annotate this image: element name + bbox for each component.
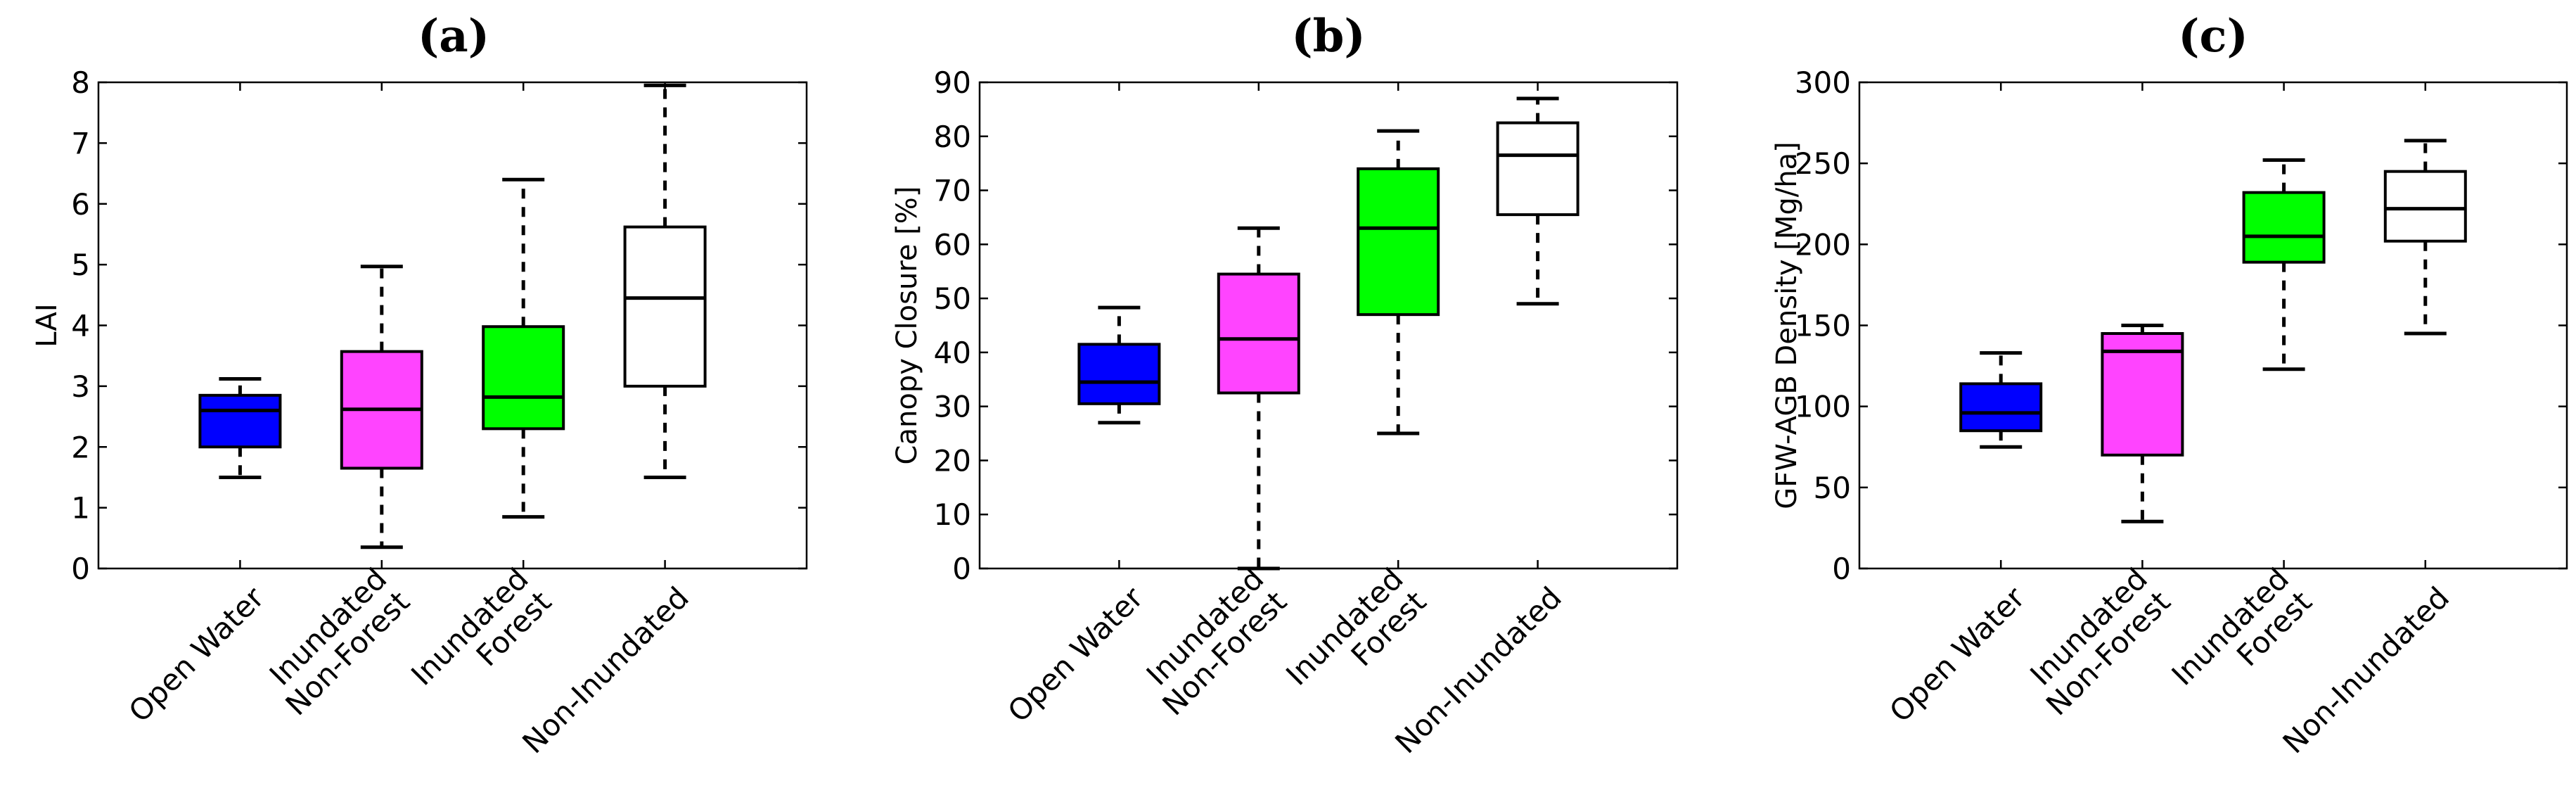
y-tick-label: 50 bbox=[1814, 471, 1851, 505]
y-tick-label: 200 bbox=[1795, 227, 1851, 262]
y-axis-label: LAI bbox=[31, 303, 63, 347]
plot-frame bbox=[978, 81, 1679, 570]
box-open-water bbox=[1077, 305, 1161, 425]
box-non-inundated bbox=[2383, 139, 2467, 336]
x-tick-label: InundatedNon-Forest bbox=[256, 561, 416, 722]
box-inundated-forest bbox=[482, 177, 565, 519]
box-inundated-forest bbox=[1357, 129, 1440, 436]
iqr-box bbox=[482, 325, 565, 431]
box-open-water bbox=[198, 377, 282, 479]
panel-title: (a) bbox=[418, 10, 489, 63]
box-open-water bbox=[1959, 351, 2043, 449]
y-tick-label: 0 bbox=[71, 552, 90, 586]
box-inundated-non-forest bbox=[340, 265, 423, 549]
iqr-box bbox=[1077, 343, 1161, 405]
y-tick-label: 7 bbox=[71, 126, 90, 160]
y-tick-label: 90 bbox=[934, 65, 971, 100]
box-non-inundated bbox=[1496, 96, 1579, 306]
y-tick-label: 60 bbox=[934, 227, 971, 262]
y-tick-label: 20 bbox=[934, 443, 971, 478]
y-tick-label: 5 bbox=[71, 248, 90, 282]
iqr-box bbox=[1959, 382, 2043, 433]
y-axis-label: GFW-AGB Density [Mg/ha] bbox=[1771, 141, 1803, 509]
y-tick-label: 10 bbox=[934, 497, 971, 532]
plot-frame bbox=[1858, 81, 2568, 570]
box-inundated-forest bbox=[2242, 158, 2326, 371]
y-tick-label: 150 bbox=[1795, 309, 1851, 343]
y-tick-label: 50 bbox=[934, 281, 971, 316]
iqr-box bbox=[623, 225, 707, 388]
x-tick-label: Open Water bbox=[1883, 580, 2032, 729]
y-tick-label: 100 bbox=[1795, 390, 1851, 424]
panel-title: (c) bbox=[2178, 10, 2248, 63]
x-tick-label: Open Water bbox=[122, 580, 271, 729]
x-tick-label: InundatedForest bbox=[1279, 561, 1433, 715]
y-tick-label: 2 bbox=[71, 430, 90, 464]
y-tick-label: 4 bbox=[71, 309, 90, 343]
y-tick-label: 30 bbox=[934, 390, 971, 424]
y-axis-label: Canopy Closure [%] bbox=[891, 186, 923, 465]
iqr-box bbox=[2242, 191, 2326, 264]
panel-a: (a) 0 1 2 3 4 5 6 7 8 LAI Open WaterInundatedNon-Fo… bbox=[31, 10, 808, 760]
y-tick-label: 250 bbox=[1795, 146, 1851, 181]
x-tick-label: InundatedForest bbox=[2165, 561, 2319, 715]
x-tick-label: InundatedNon-Forest bbox=[1133, 561, 1293, 722]
y-tick-label: 0 bbox=[952, 552, 971, 586]
y-tick-label: 3 bbox=[71, 369, 90, 404]
y-tick-label: 70 bbox=[934, 174, 971, 208]
iqr-box bbox=[1217, 272, 1300, 395]
y-tick-label: 1 bbox=[71, 491, 90, 526]
box-inundated-non-forest bbox=[1217, 226, 1300, 571]
y-tick-label: 40 bbox=[934, 336, 971, 370]
panel-title: (b) bbox=[1291, 10, 1365, 63]
x-tick-label: InundatedForest bbox=[404, 561, 558, 715]
panel-b: (b) 0 10 20 30 40 50 60 70 80 90 Canopy Closure [%]… bbox=[891, 10, 1679, 760]
y-tick-label: 8 bbox=[71, 65, 90, 100]
y-tick-label: 80 bbox=[934, 120, 971, 154]
panel-c: (c) 0 50 100 150 200 250 300 GFW-AGB Density [Mg… bbox=[1771, 10, 2568, 760]
iqr-box bbox=[1496, 121, 1579, 217]
y-tick-label: 300 bbox=[1795, 65, 1851, 100]
plot-frame bbox=[97, 81, 808, 570]
y-tick-label: 6 bbox=[71, 187, 90, 222]
iqr-box bbox=[1357, 167, 1440, 317]
y-tick-label: 0 bbox=[1832, 552, 1851, 586]
box-non-inundated bbox=[623, 83, 707, 479]
box-inundated-non-forest bbox=[2101, 324, 2184, 523]
iqr-box bbox=[198, 393, 282, 449]
iqr-box bbox=[2383, 170, 2467, 243]
x-tick-label: InundatedNon-Forest bbox=[2016, 561, 2177, 722]
x-tick-label: Open Water bbox=[1001, 580, 1151, 729]
iqr-box bbox=[2101, 332, 2184, 457]
